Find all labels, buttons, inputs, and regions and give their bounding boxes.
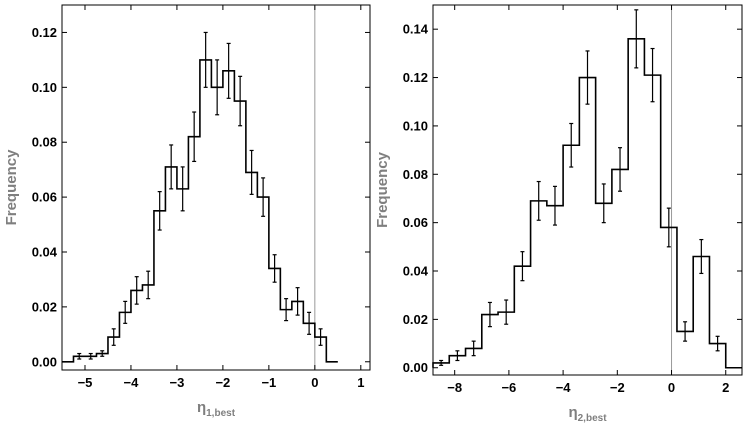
y-tick-label: 0.04 xyxy=(403,264,429,279)
y-tick-label: 0.10 xyxy=(32,80,57,95)
histogram-bin xyxy=(154,211,165,362)
x-tick-label: −2 xyxy=(215,375,230,390)
y-tick-label: 0.02 xyxy=(32,299,57,314)
x-tick-label: −3 xyxy=(170,375,185,390)
y-tick-label: 0.10 xyxy=(403,118,428,133)
histogram-bin xyxy=(246,172,257,361)
x-tick-label: 2 xyxy=(722,380,729,395)
histogram-bin xyxy=(514,266,530,368)
histogram-bin xyxy=(644,75,660,368)
x-tick-label: 0 xyxy=(311,375,318,390)
histogram-outline xyxy=(62,59,338,363)
x-tick-label: −8 xyxy=(447,380,462,395)
x-axis-title-subscript: 2,best xyxy=(578,413,608,424)
histogram-bin xyxy=(612,169,628,367)
histogram-bin xyxy=(579,78,595,368)
plot-frame xyxy=(432,4,743,376)
histogram-bin xyxy=(257,197,268,362)
y-tick-label: 0.02 xyxy=(403,312,428,327)
x-tick-label: −4 xyxy=(556,380,572,395)
histogram-bin xyxy=(596,203,612,367)
y-tick-label: 0.06 xyxy=(32,190,57,205)
x-tick-label: 0 xyxy=(668,380,675,395)
x-tick-label: −2 xyxy=(610,380,625,395)
y-tick-label: 0.04 xyxy=(32,244,58,259)
x-tick-label: −4 xyxy=(124,375,140,390)
x-tick-label: −6 xyxy=(501,380,516,395)
y-tick-label: 0.08 xyxy=(32,135,57,150)
histogram-bin xyxy=(563,145,579,367)
histogram-bin xyxy=(661,227,677,367)
y-axis-title: Frequency xyxy=(3,149,20,226)
y-tick-label: 0.14 xyxy=(403,22,429,37)
x-axis-title-symbol: η xyxy=(568,404,577,421)
y-tick-label: 0.00 xyxy=(403,360,428,375)
histogram-bin xyxy=(628,39,644,368)
histogram-bin xyxy=(531,201,547,368)
y-axis-title: Frequency xyxy=(374,151,391,228)
y-tick-label: 0.12 xyxy=(403,70,428,85)
histogram-bin xyxy=(188,137,199,362)
x-axis-title-subscript: 1,best xyxy=(206,408,236,419)
histogram-bin xyxy=(211,87,222,361)
x-tick-label: −1 xyxy=(261,375,276,390)
plot-frame xyxy=(61,4,371,371)
panel-eta2: 0.00 0.02 0.04 0.06 0.08 0.10 0.12 0.14 −8 −6 −4 −2… xyxy=(374,4,743,424)
x-axis-title: η2,best xyxy=(568,404,607,424)
histogram-bin xyxy=(223,71,234,362)
histogram-bin xyxy=(177,189,188,362)
histogram-bin xyxy=(234,101,245,362)
y-tick-label: 0.12 xyxy=(32,25,57,40)
histogram-bin xyxy=(165,167,176,362)
histogram-bin xyxy=(547,206,563,368)
y-tick-label: 0.08 xyxy=(403,167,428,182)
panel-eta1: 0.00 0.02 0.04 0.06 0.08 0.10 0.12 −5 −4 −3 −2 −1 0 1… xyxy=(3,4,371,419)
x-tick-label: 1 xyxy=(357,375,364,390)
y-tick-label: 0.06 xyxy=(403,215,428,230)
x-tick-label: −5 xyxy=(78,375,93,390)
x-axis-title: η1,best xyxy=(197,399,236,419)
y-tick-label: 0.00 xyxy=(32,354,57,369)
x-axis-title-symbol: η xyxy=(197,399,206,416)
histogram-outline xyxy=(432,38,742,369)
histogram-bin xyxy=(200,60,211,362)
